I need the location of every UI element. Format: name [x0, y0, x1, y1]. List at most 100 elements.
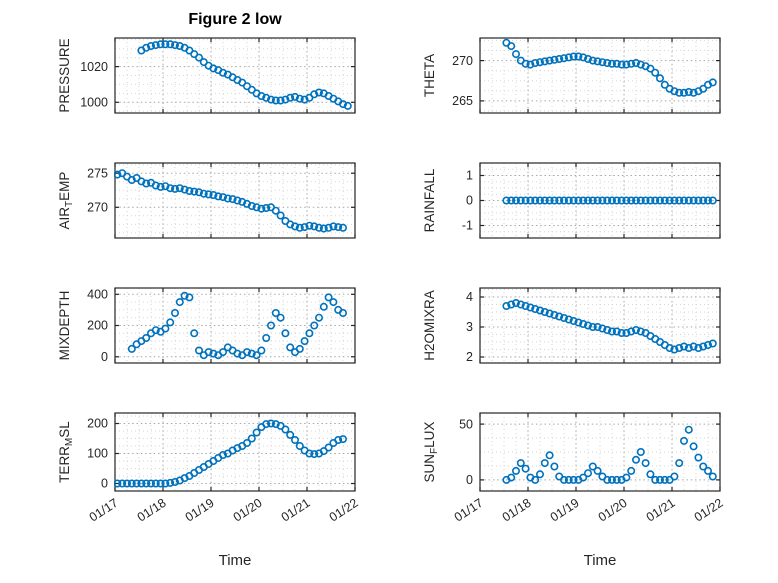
data-point-marker	[175, 41, 184, 50]
data-point-marker	[171, 184, 180, 193]
data-point-marker	[641, 196, 650, 205]
data-point-marker	[612, 327, 621, 336]
data-point-marker	[338, 100, 347, 109]
data-point-marker	[271, 96, 280, 105]
data-point-marker	[603, 325, 612, 334]
data-point-marker	[228, 195, 237, 204]
data-point-marker	[631, 196, 640, 205]
data-point-marker	[579, 319, 588, 328]
data-point-marker	[665, 196, 674, 205]
data-point-marker	[300, 223, 309, 232]
data-point-marker	[603, 58, 612, 67]
minor-grid	[480, 38, 720, 113]
data-point-marker	[540, 57, 549, 66]
tick-marks	[479, 38, 721, 113]
y-axis-label-airtemp: AIRTEMP	[57, 172, 75, 230]
data-point-marker	[636, 60, 645, 69]
data-point-marker	[305, 221, 314, 230]
x-tick-label: 01/18	[135, 496, 169, 525]
data-point-marker	[223, 194, 232, 203]
data-point-marker	[670, 196, 679, 205]
x-tick-label: 01/21	[644, 496, 678, 525]
data-point-marker	[555, 196, 564, 205]
data-point-marker	[247, 202, 256, 211]
data-point-marker	[195, 346, 204, 355]
data-point-marker	[161, 40, 170, 49]
data-point-marker	[305, 449, 314, 458]
x-axis-label-left: Time	[218, 552, 252, 569]
data-point-marker	[511, 196, 520, 205]
series-pressure	[137, 40, 352, 110]
data-point-marker	[190, 329, 199, 338]
data-point-marker	[343, 101, 352, 110]
data-point-marker	[607, 327, 616, 336]
y-tick-label: 1	[466, 169, 473, 183]
axes-box	[114, 162, 356, 239]
data-point-marker	[526, 196, 535, 205]
data-point-marker	[545, 196, 554, 205]
data-point-marker	[569, 196, 578, 205]
data-point-marker	[607, 59, 616, 68]
data-point-marker	[670, 472, 679, 481]
x-tick-label: 01/20	[231, 496, 265, 525]
data-point-marker	[185, 187, 194, 196]
minor-grid	[115, 413, 355, 491]
data-point-marker	[151, 181, 160, 190]
data-point-marker	[531, 304, 540, 313]
data-point-marker	[526, 60, 535, 69]
data-point-marker	[310, 90, 319, 99]
data-point-marker	[627, 196, 636, 205]
data-point-marker	[622, 473, 631, 482]
data-point-marker	[204, 348, 213, 357]
data-point-marker	[334, 435, 343, 444]
data-point-marker	[703, 196, 712, 205]
major-grid	[115, 38, 355, 113]
data-point-marker	[708, 78, 717, 87]
data-point-marker	[521, 301, 530, 310]
subplot-pressure: 1000 1020 PRESSURE	[57, 37, 356, 114]
data-point-marker	[564, 315, 573, 324]
data-point-marker	[593, 57, 602, 66]
data-point-marker	[550, 196, 559, 205]
data-point-marker	[540, 307, 549, 316]
data-point-marker	[151, 41, 160, 50]
data-point-marker	[564, 196, 573, 205]
data-point-marker	[569, 475, 578, 484]
tick-marks	[479, 163, 721, 238]
data-point-marker	[699, 462, 708, 471]
major-grid	[115, 163, 355, 238]
data-point-marker	[679, 88, 688, 97]
data-point-marker	[295, 441, 304, 450]
x-tick-label: 01/22	[692, 496, 726, 525]
data-point-marker	[219, 450, 228, 459]
data-point-marker	[675, 88, 684, 97]
y-tick-label: 3	[466, 320, 473, 334]
subplot-sunflux: 0 50 SUNFLUX 01/17 01/18 01/19 01/20 01/21 01/22	[422, 412, 726, 525]
data-point-marker	[262, 420, 271, 429]
data-point-marker	[684, 196, 693, 205]
data-point-marker	[684, 343, 693, 352]
data-point-marker	[660, 196, 669, 205]
series-rainfall	[502, 196, 717, 205]
data-point-marker	[708, 339, 717, 348]
data-point-marker	[161, 479, 170, 488]
axes-box	[479, 412, 721, 492]
axes-box	[114, 412, 356, 492]
data-point-marker	[583, 321, 592, 330]
data-point-marker	[338, 223, 347, 232]
data-point-marker	[545, 451, 554, 460]
data-point-marker	[281, 95, 290, 104]
data-point-marker	[199, 189, 208, 198]
tick-marks	[114, 163, 356, 238]
data-point-marker	[555, 312, 564, 321]
data-point-marker	[175, 298, 184, 307]
figure-title: Figure 2 low	[188, 11, 282, 28]
y-axis-label-terrmsl: TERRMSL	[57, 421, 75, 483]
data-point-marker	[271, 206, 280, 215]
tick-marks	[479, 413, 721, 491]
data-point-marker	[531, 58, 540, 67]
data-point-marker	[651, 68, 660, 77]
data-point-marker	[598, 58, 607, 67]
data-point-marker	[540, 459, 549, 468]
data-point-marker	[535, 196, 544, 205]
